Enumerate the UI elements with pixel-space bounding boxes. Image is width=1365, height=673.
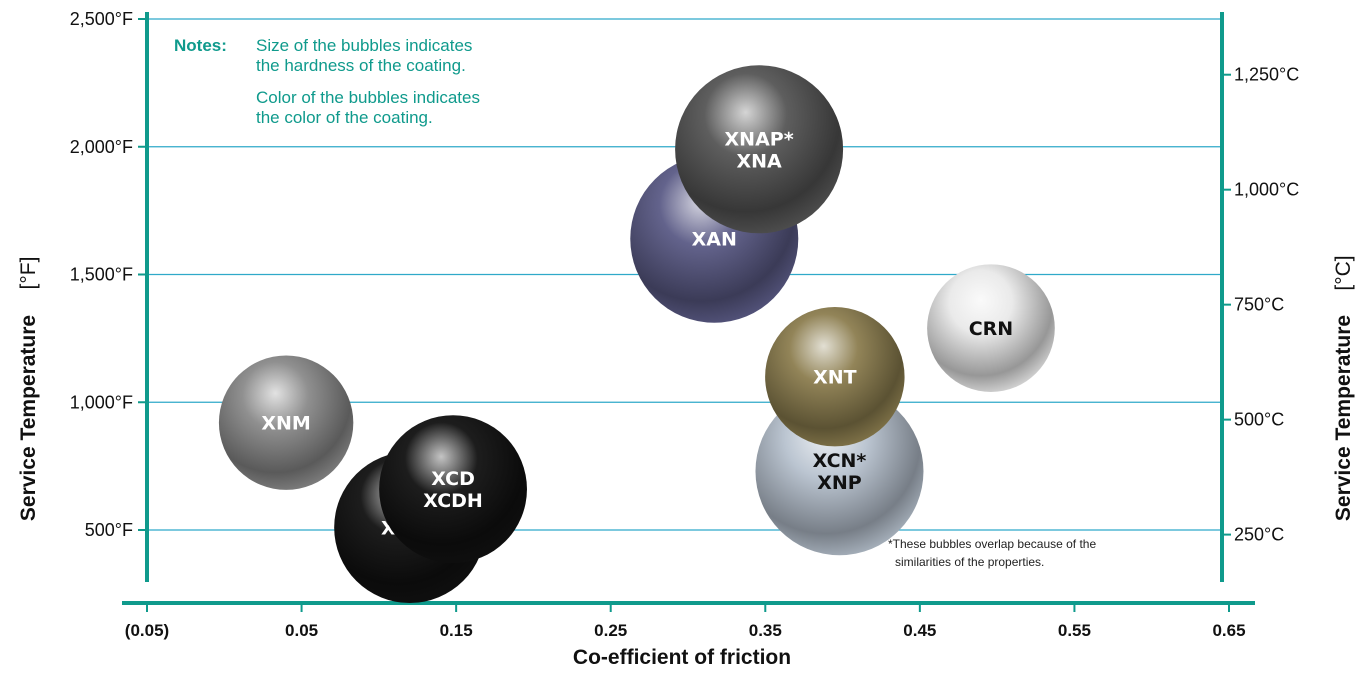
- footnote-line-1: *These bubbles overlap because of the: [888, 537, 1096, 551]
- right-y-tick-label: 500°C: [1234, 410, 1284, 430]
- bubble: XNT: [765, 306, 905, 447]
- x-axis-title: Co-efficient of friction: [573, 646, 791, 669]
- bubble: CRN: [927, 264, 1055, 392]
- left-y-axis-ticks: 500°F 1,000°F 1,500°F 2,000°F 2,500°F: [70, 9, 147, 540]
- bubble-label: XCDH: [423, 490, 483, 512]
- bubble: XNAP*XNA: [675, 65, 844, 234]
- right-y-axis-title: Service Temperature [°C]: [1332, 255, 1355, 521]
- left-y-tick-label: 1,500°F: [70, 265, 133, 285]
- right-y-tick-label: 250°C: [1234, 525, 1284, 545]
- x-tick-label: 0.45: [903, 621, 936, 640]
- bubble-label: XNM: [261, 413, 310, 435]
- bubble-label: XNAP*: [725, 128, 794, 150]
- bubble-label: XNT: [813, 367, 857, 389]
- bubble-label: XAN: [692, 229, 737, 251]
- x-tick-label: (0.05): [125, 621, 169, 640]
- left-y-axis-title: Service Temperature [°F]: [17, 257, 40, 522]
- notes-line-3: Color of the bubbles indicates: [256, 88, 480, 107]
- left-y-tick-label: 1,000°F: [70, 392, 133, 412]
- x-axis-ticks: (0.05) 0.05 0.15 0.25 0.35 0.45 0.55 0.65: [125, 603, 1246, 640]
- left-y-axis-unit: [°F]: [17, 257, 40, 290]
- notes-heading: Notes:: [174, 36, 227, 55]
- bubble-label: XNP: [817, 472, 862, 494]
- notes-box: Notes: Size of the bubbles indicates the…: [174, 36, 480, 127]
- x-tick-label: 0.35: [749, 621, 782, 640]
- notes-line-2: the hardness of the coating.: [256, 56, 466, 75]
- right-y-axis-label: Service Temperature: [1332, 315, 1355, 521]
- x-tick-label: 0.15: [440, 621, 473, 640]
- bubble-label: XCN*: [813, 450, 867, 472]
- x-tick-label: 0.65: [1212, 621, 1245, 640]
- right-y-axis-ticks: 250°C 500°C 750°C 1,000°C 1,250°C: [1222, 65, 1299, 545]
- right-y-tick-label: 1,250°C: [1234, 65, 1299, 85]
- notes-line-4: the color of the coating.: [256, 108, 433, 127]
- bubble-circle: [675, 65, 844, 234]
- bubble-circle: [379, 415, 527, 564]
- x-tick-label: 0.55: [1058, 621, 1091, 640]
- left-y-tick-label: 500°F: [85, 520, 133, 540]
- bubble-label: XNA: [736, 150, 782, 172]
- bubble-circle: [927, 264, 1055, 392]
- bubble-label: CRN: [969, 318, 1013, 340]
- bubble-label: XCD: [431, 468, 475, 490]
- right-y-tick-label: 1,000°C: [1234, 180, 1299, 200]
- x-tick-label: 0.05: [285, 621, 318, 640]
- bubble: XNM: [218, 355, 354, 490]
- bubble-circle: [765, 306, 905, 447]
- left-y-tick-label: 2,000°F: [70, 137, 133, 157]
- notes-line-1: Size of the bubbles indicates: [256, 36, 472, 55]
- right-y-tick-label: 750°C: [1234, 295, 1284, 315]
- left-y-tick-label: 2,500°F: [70, 9, 133, 29]
- bubble-circle: [218, 355, 354, 490]
- right-y-axis-unit: [°C]: [1332, 255, 1355, 290]
- x-tick-label: 0.25: [594, 621, 627, 640]
- left-y-axis-label: Service Temperature: [17, 315, 40, 521]
- footnote-line-2: similarities of the properties.: [895, 555, 1044, 569]
